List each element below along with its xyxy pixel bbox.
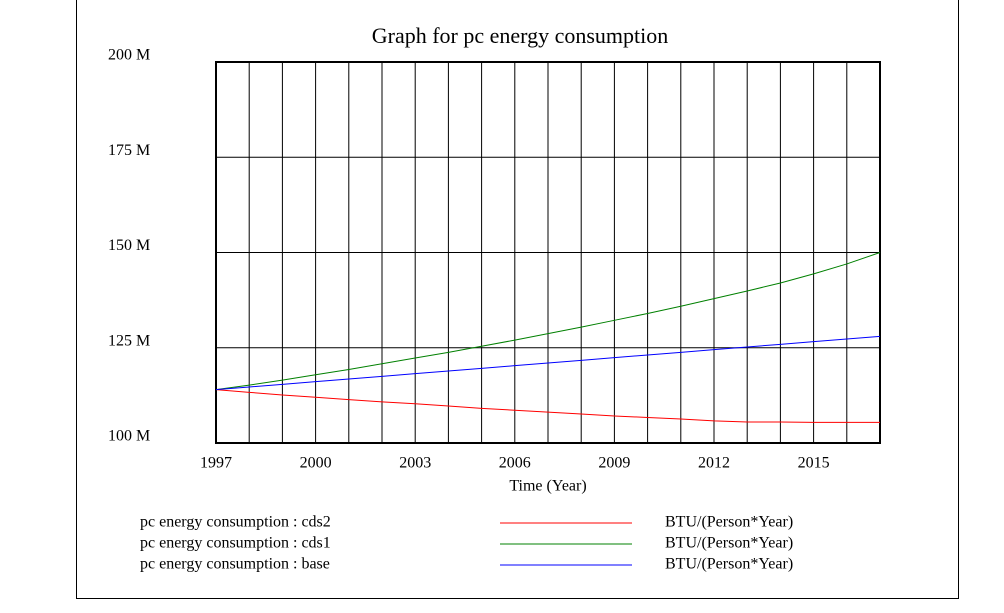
y-tick-label: 200 M [108, 47, 150, 64]
x-tick-label: 2006 [499, 455, 531, 472]
y-tick-label: 175 M [108, 142, 150, 159]
legend-units: BTU/(Person*Year) [665, 514, 793, 531]
data-line [215, 252, 881, 391]
x-tick-label: 2012 [698, 455, 730, 472]
data-line [215, 389, 880, 423]
x-tick-label: 1997 [200, 455, 232, 472]
y-tick-label: 100 M [108, 428, 150, 445]
legend-label: pc energy consumption : cds1 [140, 535, 331, 552]
legend-units: BTU/(Person*Year) [665, 556, 793, 573]
legend-label: pc energy consumption : base [140, 556, 330, 573]
legend-units: BTU/(Person*Year) [665, 535, 793, 552]
legend-label: pc energy consumption : cds2 [140, 514, 331, 531]
x-tick-label: 2000 [300, 455, 332, 472]
x-axis-label: Time (Year) [509, 478, 586, 495]
data-line [215, 335, 881, 391]
x-tick-label: 2009 [598, 455, 630, 472]
x-tick-label: 2003 [399, 455, 431, 472]
chart-title: Graph for pc energy consumption [372, 23, 669, 48]
x-tick-label: 2015 [798, 455, 830, 472]
y-tick-label: 150 M [108, 237, 150, 254]
y-tick-label: 125 M [108, 332, 150, 349]
